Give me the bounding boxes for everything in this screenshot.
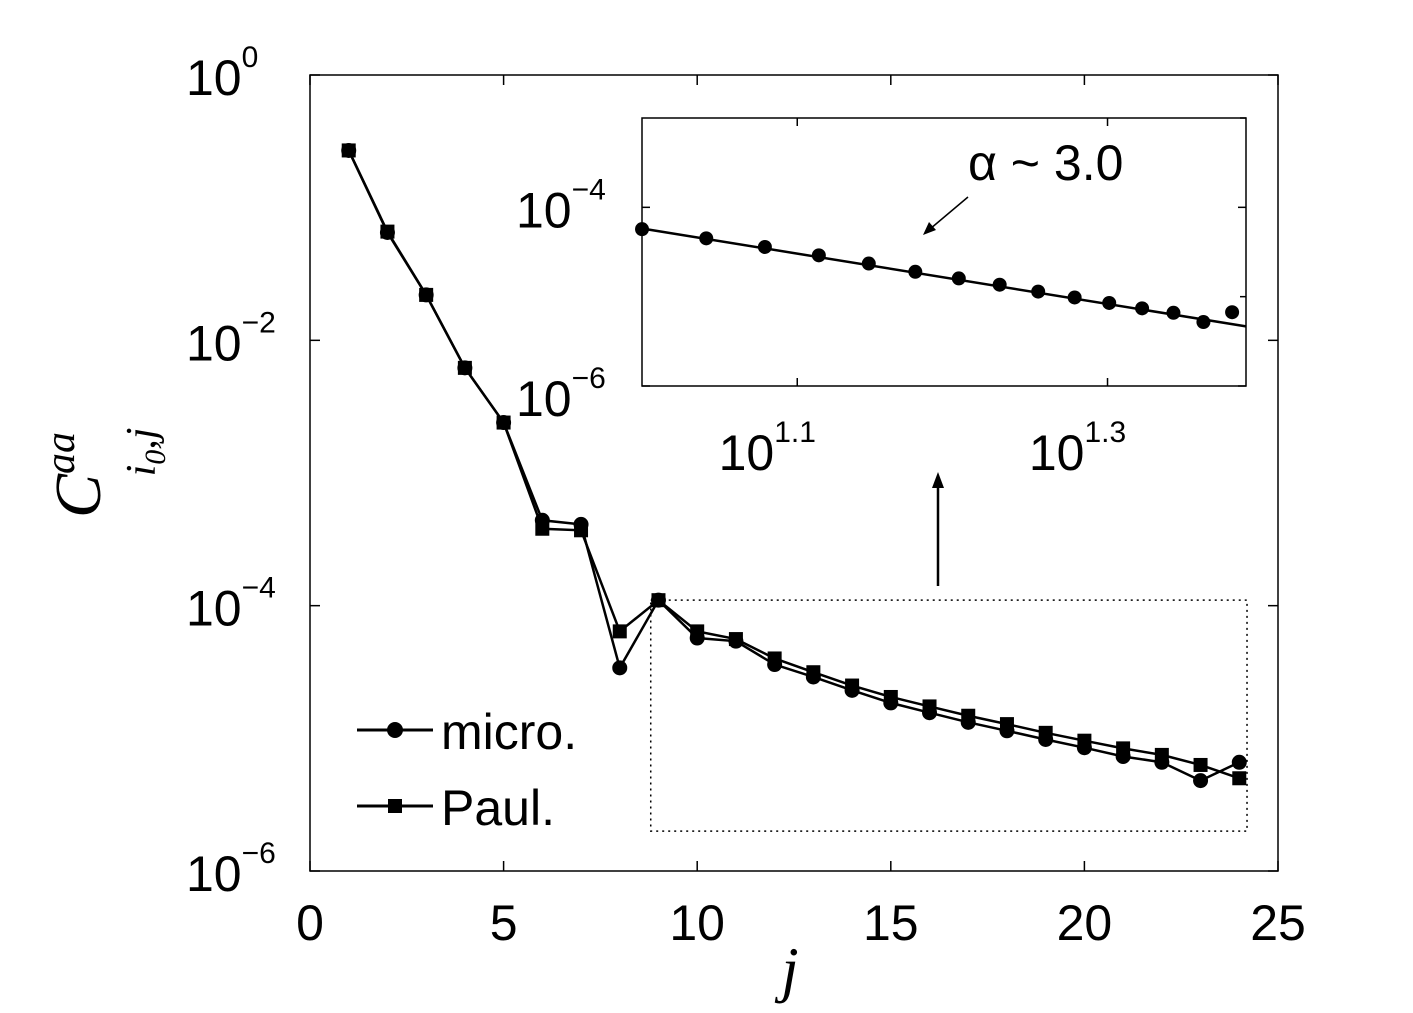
x-tick-label: 10 <box>669 895 725 951</box>
inset-x-tick-label: 101.1 <box>719 416 816 481</box>
x-tick-label: 20 <box>1057 895 1113 951</box>
main-ytick-labels: 10−6 10−4 10−2 100 <box>186 41 276 902</box>
data-point-paul <box>496 415 511 430</box>
data-point-paul <box>535 521 550 536</box>
x-tick-label: 5 <box>490 895 518 951</box>
y-axis-label: Caa <box>38 432 115 518</box>
region-to-inset-arrow <box>932 472 944 586</box>
data-point-paul <box>380 224 395 239</box>
inset-annotation-arrow <box>923 196 969 235</box>
data-point-paul <box>1232 771 1247 786</box>
data-point-paul <box>922 699 937 714</box>
y-axis-label-sup: aa <box>38 432 84 474</box>
data-point-paul <box>341 143 356 158</box>
data-point-micro <box>1193 773 1209 789</box>
inset-xtick-labels: 101.1 101.3 <box>719 416 1127 481</box>
inset-plot-frame <box>641 117 1247 387</box>
data-point-paul <box>961 708 976 723</box>
legend: micro. Paul. <box>357 704 577 836</box>
main-plot-frame <box>309 74 1279 872</box>
data-point-paul <box>1116 741 1131 756</box>
inset-chart: 101.1 101.3 10−6 10−4 α ~ 3.0 <box>516 117 1247 481</box>
data-point-paul <box>1154 747 1169 762</box>
x-axis-label: j <box>774 936 798 1004</box>
y-tick-label: 10−2 <box>186 306 276 371</box>
legend-marker-micro <box>387 722 403 738</box>
inset-ticks <box>642 117 1246 387</box>
y-axis-label-subtail: ,j <box>119 428 165 450</box>
legend-label-paul: Paul. <box>441 780 555 836</box>
y-tick-label: 100 <box>186 41 258 106</box>
data-point-paul <box>1038 725 1053 740</box>
main-series <box>341 142 1247 789</box>
y-tick-label: 10−6 <box>186 837 276 902</box>
data-point-paul <box>767 651 782 666</box>
data-point-paul <box>690 624 705 639</box>
data-point-micro <box>1231 754 1247 770</box>
data-point-paul <box>1193 757 1208 772</box>
data-point-paul <box>806 665 821 680</box>
main-ticks <box>309 74 1279 872</box>
y-axis-label-subscript: i0,j <box>119 428 172 477</box>
inset-annotation: α ~ 3.0 <box>968 135 1123 191</box>
inset-y-tick-label: 10−6 <box>516 362 606 427</box>
x-tick-label: 25 <box>1250 895 1306 951</box>
inset-series <box>635 222 1247 330</box>
data-point-paul <box>419 287 434 302</box>
inset-x-tick-label: 101.3 <box>1029 416 1126 481</box>
inset-ytick-labels: 10−6 10−4 <box>516 173 606 427</box>
inset-data-point <box>1225 305 1240 320</box>
data-point-paul <box>574 523 589 538</box>
x-tick-label: 15 <box>863 895 919 951</box>
inset-data-point <box>1196 315 1211 330</box>
y-tick-label: 10−4 <box>186 572 276 637</box>
data-point-paul <box>612 624 627 639</box>
y-axis-label-base: C <box>42 473 115 518</box>
data-point-paul <box>457 360 472 375</box>
inset-y-tick-label: 10−4 <box>516 173 606 238</box>
y-axis-label-subsub: 0 <box>139 450 172 465</box>
main-xtick-labels: 0 5 10 15 20 25 <box>296 895 1306 951</box>
data-point-paul <box>651 593 666 608</box>
data-point-paul <box>1077 733 1092 748</box>
inset-data-point <box>757 239 772 254</box>
y-axis-label-sub: i <box>119 465 165 477</box>
legend-label-micro: micro. <box>441 704 577 760</box>
inset-data-point <box>951 271 966 286</box>
data-point-paul <box>883 689 898 704</box>
data-point-paul <box>728 632 743 647</box>
legend-marker-paul <box>388 799 402 813</box>
inset-fit-line <box>641 227 1247 328</box>
x-tick-label: 0 <box>296 895 324 951</box>
data-point-paul <box>845 678 860 693</box>
data-point-micro <box>612 660 628 676</box>
data-point-paul <box>999 717 1014 732</box>
